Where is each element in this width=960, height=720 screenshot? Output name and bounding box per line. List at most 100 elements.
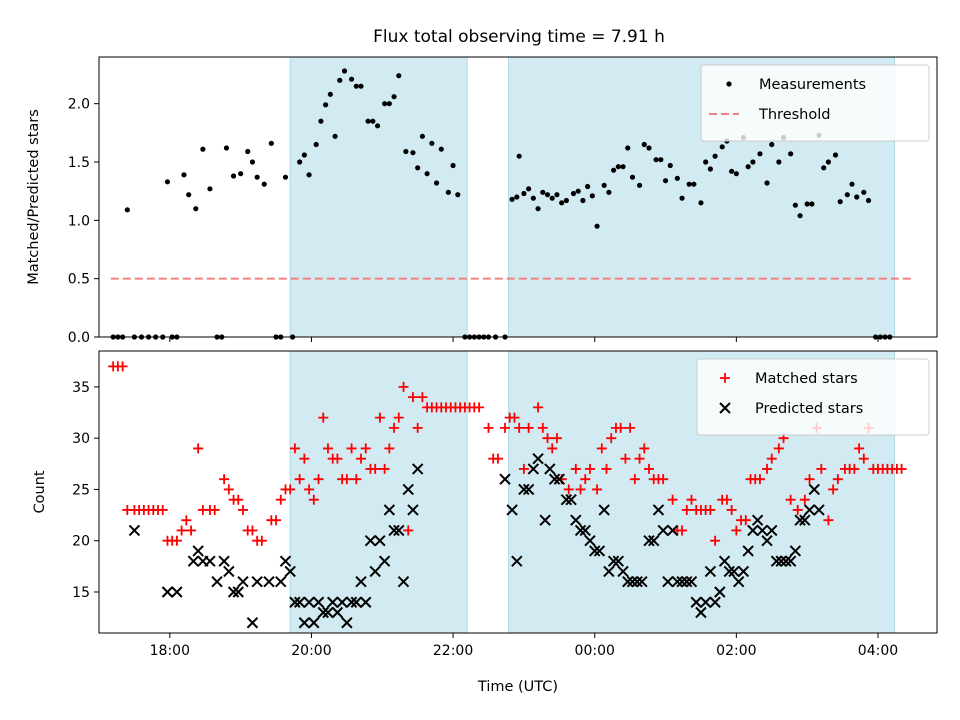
matched-star-point [509, 412, 520, 423]
matched-star-point [570, 463, 581, 474]
measurement-point [703, 159, 709, 165]
measurement-point [238, 171, 244, 177]
predicted-star-point [553, 473, 566, 485]
measurement-point [245, 148, 251, 155]
measurement-point [544, 192, 551, 198]
measurement-point [788, 151, 794, 157]
measurement-point [837, 199, 843, 205]
matched-star-point [854, 443, 865, 454]
predicted-star-point [662, 576, 674, 588]
measurement-point [174, 334, 180, 340]
matched-star-point [360, 443, 371, 454]
measurement-point [620, 164, 626, 170]
matched-star-point [500, 422, 511, 433]
predicted-star-point [360, 596, 372, 608]
measurement-point [110, 334, 116, 340]
predicted-star-point [737, 565, 750, 578]
measurement-point [467, 334, 473, 340]
predicted-star-point [699, 596, 712, 608]
measurement-point [327, 91, 333, 97]
predicted-star-point [128, 524, 141, 537]
predicted-star-point [607, 555, 620, 567]
measurement-point [712, 153, 718, 159]
measurement-point [769, 141, 775, 148]
predicted-star-point [589, 545, 601, 557]
matched-star-point [563, 484, 574, 495]
matched-star-point [858, 453, 869, 464]
predicted-star-point [407, 504, 419, 516]
matched-star-point [828, 484, 839, 495]
measurement-point [674, 175, 680, 181]
top-panel: 0.00.51.01.52.0 Matched/Predicted stars … [26, 56, 938, 346]
matched-star-point [766, 453, 777, 464]
measurement-point [585, 183, 591, 190]
measurement-point [797, 213, 803, 219]
matched-star-point [686, 494, 697, 505]
measurement-point [516, 153, 522, 159]
measurement-point [589, 193, 595, 199]
top-data-marks [110, 68, 914, 340]
predicted-star-point [350, 596, 363, 608]
predicted-star-point [584, 535, 596, 547]
predicted-star-point [643, 535, 655, 547]
predicted-star-point [631, 576, 643, 588]
predicted-star-point [293, 596, 306, 608]
predicted-star-point [570, 514, 582, 526]
predicted-star-point [603, 565, 615, 578]
matched-star-point [773, 443, 784, 454]
measurement-point [306, 172, 312, 178]
measurement-point [667, 162, 673, 169]
predicted-star-point [388, 524, 400, 537]
measurement-point [386, 101, 392, 107]
measurement-point [415, 165, 421, 171]
matched-star-point [393, 412, 404, 423]
matched-star-point [804, 474, 815, 485]
measurement-point [164, 179, 171, 185]
measurement-point [403, 148, 409, 155]
predicted-star-point [733, 576, 745, 588]
matched-star-point [762, 463, 773, 474]
matched-star-point [117, 361, 128, 372]
measurement-point [580, 197, 586, 204]
predicted-star-point [548, 473, 561, 485]
matched-star-point [299, 453, 310, 464]
predicted-star-point [263, 576, 275, 588]
matched-star-point [615, 422, 626, 433]
measurement-point [476, 334, 482, 340]
matched-star-point [171, 535, 182, 546]
bottom-legend: Matched stars Predicted stars [696, 358, 930, 436]
measurement-point [776, 159, 782, 165]
matched-star-point [223, 484, 234, 495]
predicted-star-point [612, 555, 625, 567]
predicted-star-point [709, 596, 721, 608]
bottom-y-axis-label: Count [32, 470, 48, 513]
measurement-point [530, 195, 536, 201]
measurement-point [358, 83, 364, 89]
measurement-point [301, 152, 307, 158]
measurement-point [757, 151, 763, 157]
y-tick-label: 1.5 [68, 155, 90, 171]
predicted-star-point [187, 555, 200, 567]
matched-star-point [551, 433, 562, 444]
predicted-star-point [789, 545, 802, 557]
matched-star-point [370, 463, 381, 474]
matched-star-point [237, 504, 248, 515]
top-plot-frame [98, 56, 938, 338]
measurement-point [877, 334, 883, 340]
legend-label: Threshold [758, 107, 830, 123]
legend-box [696, 358, 930, 436]
measurement-point [662, 178, 669, 184]
matched-star-point [483, 422, 494, 433]
measurement-point [629, 174, 636, 180]
predicted-star-point [775, 555, 787, 567]
predicted-star-point [383, 504, 396, 516]
measurement-point [318, 118, 324, 124]
predicted-star-point [397, 576, 410, 588]
predicted-star-point [237, 576, 249, 588]
predicted-star-point [303, 596, 315, 608]
matched-star-point [721, 494, 732, 505]
predicted-star-point [728, 565, 740, 578]
bottom-panel: 18:00 20:00 22:00 00:00 02:00 04:00 15 20 25 30 35… [32, 350, 938, 659]
matched-star-point [346, 443, 357, 454]
predicted-star-point [298, 617, 311, 629]
